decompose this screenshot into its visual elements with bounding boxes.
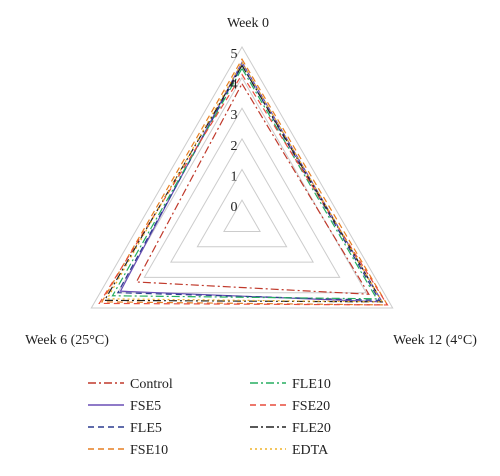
legend-label-control: Control — [130, 377, 173, 392]
chart-legend: Control FSE5 FLE5 FSE10 FLE10 FSE20 FLE20 EDTA — [88, 377, 331, 458]
grid-ring — [223, 199, 261, 232]
series-fse20 — [98, 73, 389, 306]
series-fle10 — [111, 67, 378, 300]
r-tick-label: 4 — [231, 78, 238, 93]
axis-label-week6: Week 6 (25°C) — [25, 333, 109, 348]
legend-label-fle5: FLE5 — [130, 421, 162, 436]
radar-series — [98, 58, 389, 306]
axis-label-week0: Week 0 — [227, 16, 269, 31]
r-tick-label: 1 — [231, 169, 238, 184]
grid-ring — [196, 168, 288, 248]
series-fle5 — [116, 64, 381, 301]
radar-tick-labels: 0 1 2 3 4 5 — [231, 47, 238, 215]
r-tick-label: 3 — [231, 108, 238, 123]
series-fle20 — [103, 64, 384, 303]
grid-ring — [170, 137, 314, 263]
legend-label-edta: EDTA — [292, 443, 329, 458]
radar-grid — [90, 45, 394, 309]
grid-ring — [90, 45, 394, 309]
series-edta — [106, 61, 384, 303]
legend-label-fse20: FSE20 — [292, 399, 330, 414]
r-tick-label: 2 — [231, 139, 238, 154]
legend-label-fse5: FSE5 — [130, 399, 161, 414]
legend-label-fse10: FSE10 — [130, 443, 168, 458]
legend-label-fle10: FLE10 — [292, 377, 331, 392]
r-tick-label: 0 — [231, 200, 238, 215]
legend-label-fle20: FLE20 — [292, 421, 331, 436]
grid-ring — [116, 76, 368, 294]
series-fse10 — [100, 58, 389, 306]
r-tick-label: 5 — [231, 47, 238, 62]
grid-ring — [143, 107, 341, 278]
axis-label-week12: Week 12 (4°C) — [393, 333, 477, 348]
